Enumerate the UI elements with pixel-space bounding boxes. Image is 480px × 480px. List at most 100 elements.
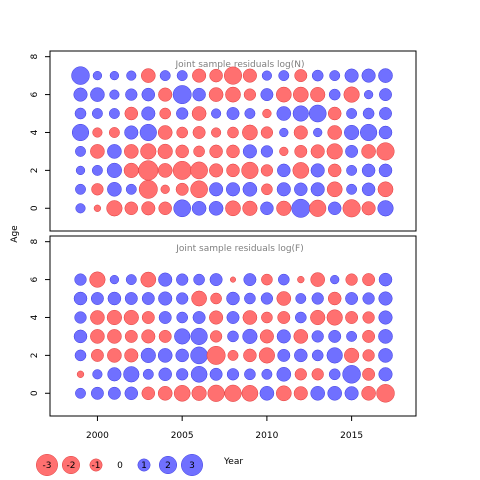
- bubble-2001-age-3: [107, 144, 122, 159]
- bubble-2015-age-0: [344, 386, 359, 401]
- bubble-1999-age-5: [74, 107, 87, 120]
- bubble-layer: [71, 66, 395, 218]
- bubble-2007-age-3: [209, 144, 223, 159]
- bubble-2005-age-7: [176, 70, 188, 82]
- bubble-2012-age-6: [292, 86, 309, 103]
- y-tick-label: 2: [30, 168, 40, 174]
- bubble-2000-age-6: [89, 271, 106, 288]
- bubble-2003-age-0: [141, 386, 156, 401]
- bubble-2015-age-5: [346, 108, 358, 119]
- legend-label: 0: [117, 461, 123, 471]
- x-tick-label: 2000: [86, 431, 109, 441]
- bubble-2003-age-4: [141, 311, 155, 324]
- bubble-2006-age-6: [192, 87, 206, 102]
- bubble-2002-age-4: [124, 125, 139, 140]
- bubble-2000-age-4: [90, 310, 105, 325]
- bubble-2002-age-1: [123, 366, 140, 383]
- bubble-2015-age-2: [344, 347, 360, 363]
- bubble-2011-age-6: [275, 86, 292, 103]
- bubble-2016-age-2: [361, 163, 376, 178]
- bubble-2012-age-0: [293, 386, 308, 401]
- panel-title: Joint sample residuals log(N): [174, 60, 304, 70]
- bubble-2012-age-3: [294, 144, 308, 158]
- bubble-2008-age-4: [227, 126, 239, 139]
- bubble-2014-age-1: [326, 181, 343, 198]
- bubble-2003-age-6: [140, 271, 157, 288]
- bubble-2007-age-6: [209, 273, 223, 287]
- legend-bubble: [36, 454, 58, 476]
- bubble-2003-age-6: [141, 87, 156, 102]
- bubble-2002-age-7: [126, 70, 137, 81]
- bubble-2002-age-2: [123, 162, 139, 178]
- bubble-2016-age-6: [362, 273, 376, 287]
- legend-bubble: [62, 456, 80, 474]
- y-tick-label: 0: [30, 205, 40, 211]
- bubble-2012-age-1: [294, 368, 307, 381]
- y-tick-label: 6: [30, 91, 40, 97]
- bubble-2007-age-5: [210, 292, 222, 305]
- bubble-2010-age-0: [259, 386, 275, 401]
- bubble-2001-age-6: [109, 274, 120, 285]
- bubble-2009-age-3: [242, 144, 257, 159]
- bubble-2006-age-0: [191, 201, 207, 216]
- bubble-2008-age-0: [224, 384, 242, 402]
- bubble-2014-age-4: [326, 309, 343, 326]
- bubble-2015-age-4: [344, 124, 360, 141]
- bubble-2013-age-0: [309, 199, 327, 217]
- bubble-2005-age-5: [176, 107, 189, 120]
- bubble-2010-age-5: [260, 292, 274, 305]
- bubble-2009-age-1: [244, 368, 256, 381]
- bubble-2016-age-5: [362, 107, 375, 120]
- bubble-2012-age-7: [294, 69, 308, 83]
- bubble-2000-age-1: [91, 183, 104, 196]
- y-axis: 0 2 4 6 8: [30, 239, 50, 396]
- bubble-2016-age-4: [360, 123, 378, 142]
- bubble-2015-age-3: [345, 144, 359, 158]
- bubble-2016-age-1: [362, 367, 376, 381]
- legend-label: -3: [43, 461, 52, 471]
- bubble-2012-age-2: [292, 162, 310, 179]
- bubble-2003-age-5: [141, 292, 155, 305]
- bubble-2016-age-1: [361, 182, 376, 197]
- bubble-2014-age-3: [326, 143, 343, 160]
- bubble-2004-age-5: [159, 107, 171, 120]
- legend: -3 -2 -1 0 1 2 3: [36, 454, 203, 476]
- bubble-2014-age-6: [328, 88, 341, 101]
- bubble-2007-age-0: [208, 201, 224, 216]
- bubble-2002-age-4: [123, 309, 139, 326]
- bubble-2013-age-2: [311, 349, 324, 362]
- bubble-2013-age-3: [310, 144, 325, 159]
- bubble-2012-age-1: [294, 182, 308, 197]
- bubble-2010-age-5: [262, 108, 272, 119]
- bubble-2003-age-1: [142, 368, 154, 380]
- bubble-2001-age-5: [108, 108, 120, 119]
- bubble-2015-age-4: [345, 311, 359, 324]
- bubble-2004-age-3: [157, 143, 173, 159]
- bubble-2010-age-1: [261, 368, 273, 380]
- bubble-2000-age-0: [93, 204, 102, 212]
- bubble-2012-age-2: [294, 348, 308, 363]
- bubble-2008-age-4: [226, 311, 240, 324]
- bubble-2001-age-4: [108, 127, 120, 138]
- bubble-2002-age-0: [124, 201, 139, 216]
- bubble-2001-age-6: [109, 89, 120, 100]
- legend-bubble: [89, 458, 103, 472]
- bubble-2001-age-1: [107, 367, 122, 382]
- y-tick-label: 8: [30, 239, 40, 245]
- bubble-2011-age-5: [276, 106, 292, 121]
- bubble-2008-age-3: [227, 330, 239, 343]
- bubble-layer: [73, 271, 395, 403]
- bubble-2005-age-1: [175, 182, 189, 196]
- bubble-2011-age-4: [279, 127, 289, 138]
- bubble-2015-age-6: [343, 86, 360, 103]
- bubble-2016-age-4: [362, 311, 375, 324]
- bubble-2015-age-6: [345, 273, 358, 286]
- bubble-2005-age-3: [175, 144, 189, 159]
- bubble-2011-age-1: [276, 182, 291, 197]
- bubble-2011-age-7: [278, 70, 290, 82]
- bubble-2004-age-3: [158, 329, 172, 343]
- bubble-2006-age-0: [191, 385, 207, 401]
- bubble-2008-age-6: [229, 276, 237, 283]
- bubble-2007-age-0: [207, 384, 225, 402]
